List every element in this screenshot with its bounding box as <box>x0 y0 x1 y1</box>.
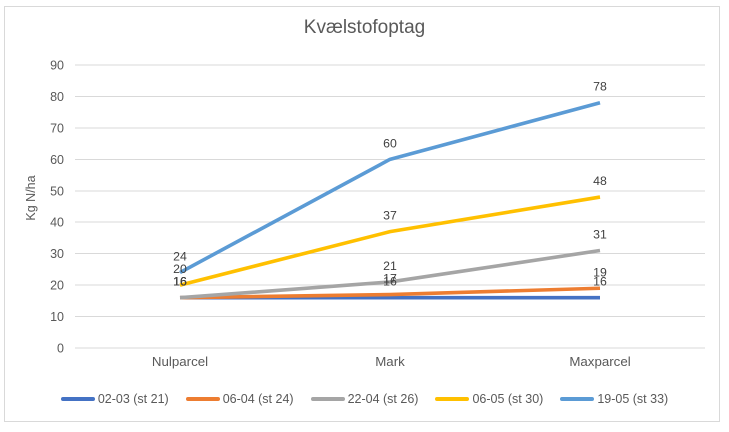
data-label-series-2: 31 <box>593 228 607 242</box>
y-tick-label: 90 <box>50 59 64 73</box>
legend-item-02-03: 02-03 (st 21) <box>60 392 169 406</box>
data-label-series-1: 19 <box>593 265 607 279</box>
data-label-series-3: 48 <box>593 174 607 188</box>
x-category-label: Maxparcel <box>569 354 630 369</box>
y-tick-label: 50 <box>50 184 64 198</box>
data-label-series-1: 16 <box>173 275 187 289</box>
y-tick-label: 40 <box>50 216 64 230</box>
y-tick-label: 0 <box>57 342 64 356</box>
y-tick-label: 70 <box>50 121 64 135</box>
series-line-1 <box>179 286 601 300</box>
series-line-3 <box>179 195 601 287</box>
data-label-series-4: 24 <box>173 250 187 264</box>
legend-label: 02-03 (st 21) <box>97 392 169 406</box>
data-label-series-0: 16 <box>593 275 607 289</box>
legend-line-swatch <box>60 397 95 401</box>
legend-item-06-05: 06-05 (st 30) <box>435 392 543 406</box>
legend: 02-03 (st 21) 06-04 (st 24) 22-04 (st 26… <box>0 392 729 406</box>
data-label-series-4: 78 <box>593 80 607 94</box>
data-label-series-3: 20 <box>173 262 187 276</box>
y-tick-label: 20 <box>50 279 64 293</box>
y-tick-label: 10 <box>50 310 64 324</box>
chart-border <box>4 6 720 422</box>
legend-item-19-05: 19-05 (st 33) <box>560 392 668 406</box>
legend-line-swatch <box>310 397 345 401</box>
legend-line-swatch <box>185 397 220 401</box>
series-line-4 <box>179 100 601 275</box>
series-line-2 <box>179 248 601 300</box>
data-label-series-2: 21 <box>383 259 397 273</box>
legend-label: 22-04 (st 26) <box>347 392 419 406</box>
x-category-label: Nulparcel <box>152 354 208 369</box>
legend-line-swatch <box>560 397 595 401</box>
data-label-series-0: 16 <box>173 275 187 289</box>
data-label-series-3: 37 <box>383 209 397 223</box>
chart-title: Kvælstofoptag <box>303 17 426 38</box>
y-tick-label: 80 <box>50 90 64 104</box>
y-tick-label: 60 <box>50 153 64 167</box>
data-label-series-0: 16 <box>383 275 397 289</box>
legend-item-06-04: 06-04 (st 24) <box>185 392 294 406</box>
legend-line-swatch <box>435 397 470 401</box>
y-tick-label: 30 <box>50 247 64 261</box>
legend-label: 06-04 (st 24) <box>222 392 294 406</box>
data-label-series-1: 17 <box>383 272 397 286</box>
legend-label: 19-05 (st 33) <box>597 392 669 406</box>
data-label-series-2: 16 <box>173 275 187 289</box>
x-category-label: Mark <box>375 354 405 369</box>
legend-label: 06-05 (st 30) <box>472 392 544 406</box>
data-label-series-4: 60 <box>383 136 397 150</box>
legend-item-22-04: 22-04 (st 26) <box>310 392 419 406</box>
